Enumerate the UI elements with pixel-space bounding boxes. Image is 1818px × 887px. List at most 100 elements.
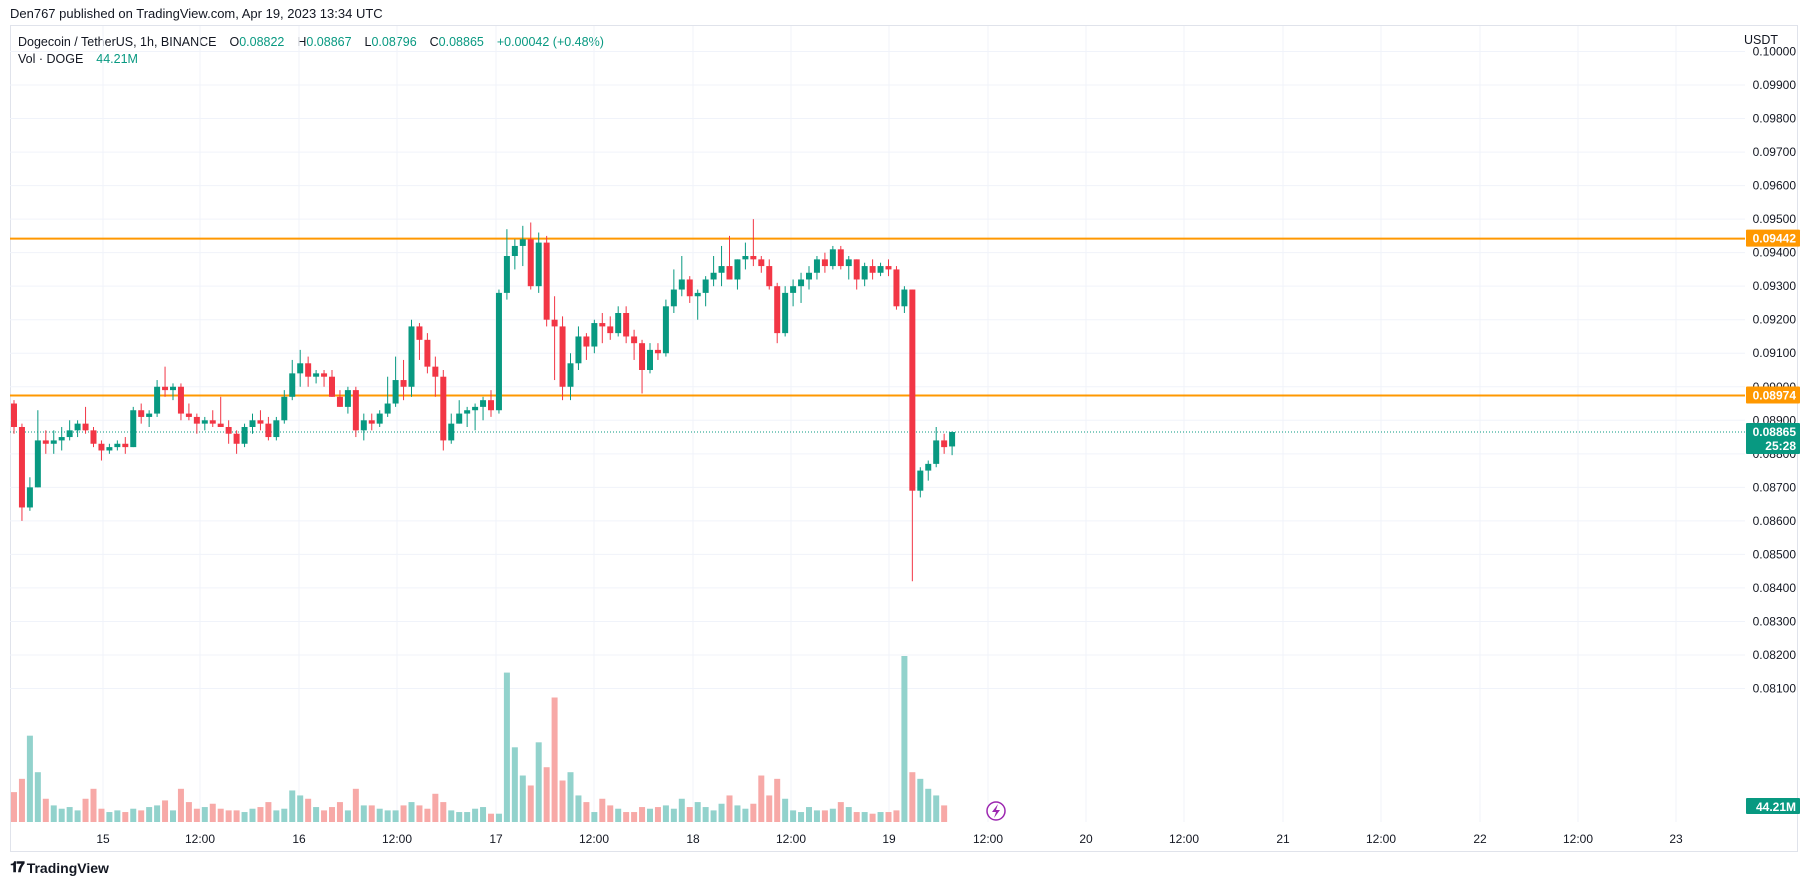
candle-body xyxy=(925,463,932,471)
candle-body xyxy=(559,326,566,387)
volume-bar xyxy=(472,808,479,822)
volume-bar xyxy=(66,807,73,822)
time-tick-label: 12:00 xyxy=(579,832,609,846)
volume-bar xyxy=(217,808,224,822)
volume-bars xyxy=(11,656,948,822)
candle-body xyxy=(670,289,677,307)
candle-body xyxy=(917,470,924,491)
candle-body xyxy=(146,413,153,417)
volume-bar xyxy=(583,802,590,822)
volume-bar xyxy=(742,808,749,822)
volume-bar xyxy=(670,808,677,822)
price-tick-label: 0.09200 xyxy=(1753,313,1797,327)
candle-body xyxy=(352,390,359,431)
time-axis[interactable]: 15 12:00 16 12:00 17 12:00 18 12:00 19 12:00 20 12:… xyxy=(96,832,1683,846)
candle-body xyxy=(26,487,33,508)
candle-body xyxy=(448,423,455,441)
volume-bar xyxy=(170,810,176,822)
time-tick-label: 12:00 xyxy=(382,832,412,846)
time-tick-label: 12:00 xyxy=(185,832,215,846)
volume-bar xyxy=(11,792,17,822)
volume-bar xyxy=(464,812,471,822)
time-tick-label: 12:00 xyxy=(1169,832,1199,846)
candle-body xyxy=(790,286,797,293)
candle-body xyxy=(408,326,415,387)
volume-bar xyxy=(122,812,129,822)
candle-body xyxy=(313,373,320,377)
volume-bar xyxy=(869,813,876,822)
candle-body xyxy=(154,386,161,414)
price-tick-label: 0.09500 xyxy=(1753,212,1797,226)
volume-bar xyxy=(813,810,820,822)
volume-bar xyxy=(527,785,534,822)
volume-value: 44.21M xyxy=(96,52,138,66)
price-tick-label: 0.08200 xyxy=(1753,648,1797,662)
time-tick-label: 22 xyxy=(1473,832,1487,846)
volume-bar xyxy=(34,772,41,822)
candle-body xyxy=(782,292,789,334)
volume-bar xyxy=(567,772,574,822)
current-price-tag-text: 25:28 xyxy=(1765,439,1796,453)
volume-bar xyxy=(853,812,860,822)
volume-bar xyxy=(106,812,113,822)
candle-body xyxy=(599,323,606,327)
price-tick-label: 0.08700 xyxy=(1753,480,1797,494)
volume-bar xyxy=(575,795,582,822)
candle-body xyxy=(424,339,431,367)
candle-body xyxy=(360,420,367,431)
tradingview-logo[interactable]: 𝟏𝟕 TradingView xyxy=(10,859,109,876)
volume-bar xyxy=(543,767,550,822)
volume-bar xyxy=(42,798,49,822)
candle-body xyxy=(114,443,121,448)
volume-bar xyxy=(837,802,844,822)
volume-bar xyxy=(456,812,463,822)
candle-body xyxy=(11,403,17,427)
candle-body xyxy=(58,437,65,441)
candle-body xyxy=(567,363,574,387)
candle-body xyxy=(686,279,693,297)
candle-body xyxy=(130,410,137,448)
volume-bar xyxy=(233,810,240,822)
volume-bar xyxy=(400,805,407,822)
price-axis[interactable]: 0.08100 0.08200 0.08300 0.08400 0.08500 0.086… xyxy=(1753,45,1797,696)
candle-body xyxy=(742,256,749,260)
volume-legend-row: Vol · DOGE 44.21M xyxy=(18,51,604,68)
candle-body xyxy=(933,440,940,464)
volume-label[interactable]: Vol · DOGE xyxy=(18,52,84,66)
volume-bar xyxy=(392,810,399,822)
volume-bar xyxy=(82,798,89,822)
low-label: L xyxy=(364,35,372,49)
volume-bar xyxy=(925,788,932,822)
candle-body xyxy=(678,279,685,290)
level-tag-bg xyxy=(1746,386,1800,404)
candle-body xyxy=(710,272,717,280)
candle-body xyxy=(82,423,89,431)
volume-bar xyxy=(480,807,487,822)
volume-bar xyxy=(344,810,351,822)
candle-body xyxy=(488,400,494,411)
volume-bar xyxy=(329,807,335,822)
candle-body xyxy=(480,400,487,407)
volume-bar xyxy=(98,808,105,822)
volume-bar xyxy=(424,808,431,822)
publisher-line: Den767 published on TradingView.com, Apr… xyxy=(10,6,383,21)
candle-body xyxy=(734,259,741,280)
volume-bar xyxy=(806,807,812,822)
candle-body xyxy=(623,313,630,337)
candle-body xyxy=(718,266,725,273)
candle-body xyxy=(885,266,892,270)
horizontal-levels[interactable] xyxy=(10,237,1745,433)
candle-body xyxy=(845,259,852,267)
volume-bar xyxy=(702,807,709,822)
candle-body xyxy=(726,266,733,280)
volume-bar xyxy=(821,810,828,822)
candle-body xyxy=(376,413,383,424)
price-scale-currency[interactable]: USDT xyxy=(1743,33,1778,47)
candle-body xyxy=(654,349,661,354)
symbol-title[interactable]: Dogecoin / TetherUS, 1h, BINANCE xyxy=(18,35,217,49)
candle-body xyxy=(615,313,622,334)
volume-bar xyxy=(861,812,868,822)
price-tick-label: 0.08500 xyxy=(1753,547,1797,561)
